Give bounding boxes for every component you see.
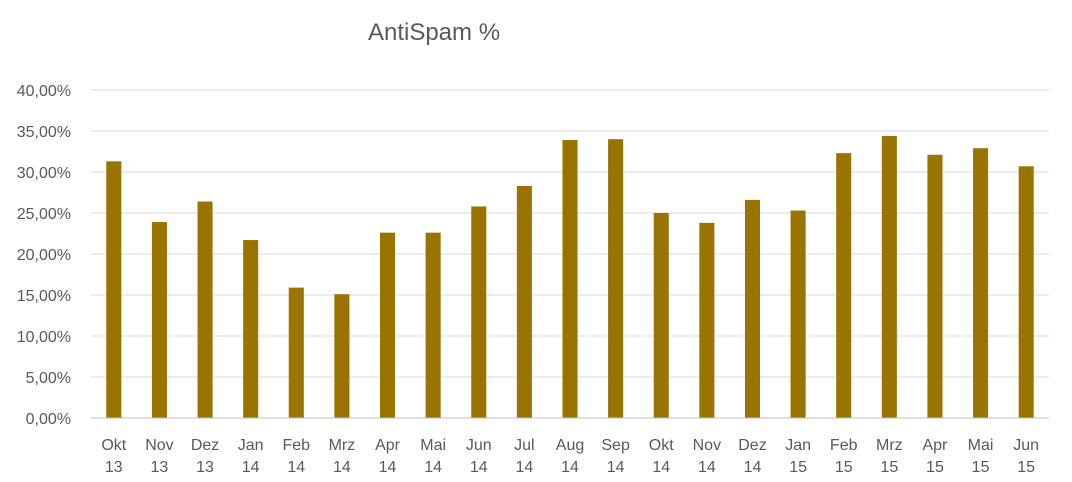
x-tick-label: Apr 15 — [922, 437, 948, 476]
bar — [881, 135, 897, 419]
x-tick-label: Feb 15 — [830, 437, 858, 476]
x-tick-label: Mai 14 — [420, 437, 446, 476]
bar — [197, 201, 213, 418]
x-tick-label: Jul 14 — [514, 437, 534, 476]
x-tick-label: Okt 13 — [101, 437, 126, 476]
y-axis-ticks: 0,00% 5,00% 10,00% 15,00% 20,00% 25,00% 30,00%… — [17, 83, 71, 428]
y-tick-label: 30,00% — [17, 165, 71, 182]
x-tick-label: Nov 13 — [145, 437, 173, 476]
bar — [927, 154, 943, 418]
bar — [790, 210, 806, 418]
x-tick-label: Mrz 14 — [329, 437, 356, 476]
x-tick-label: Jun 15 — [1013, 437, 1039, 476]
x-tick-label: Apr 14 — [375, 437, 401, 476]
bar — [836, 153, 852, 418]
bar — [334, 294, 350, 418]
bar — [106, 161, 122, 418]
y-tick-label: 35,00% — [17, 124, 71, 141]
x-tick-label: Okt 14 — [649, 437, 674, 476]
x-tick-label: Nov 14 — [693, 437, 721, 476]
bar — [288, 287, 304, 418]
x-tick-label: Jan 15 — [785, 437, 811, 476]
bar — [1018, 166, 1034, 418]
y-tick-label: 20,00% — [17, 247, 71, 264]
x-tick-label: Dez 14 — [738, 437, 766, 476]
y-tick-label: 15,00% — [17, 288, 71, 305]
x-tick-label: Sep 14 — [601, 437, 630, 476]
x-tick-label: Dez 13 — [191, 437, 219, 476]
bar — [516, 185, 532, 418]
y-tick-label: 10,00% — [17, 329, 71, 346]
y-tick-label: 5,00% — [26, 370, 71, 387]
bar — [471, 206, 487, 418]
x-tick-label: Feb 14 — [282, 437, 310, 476]
x-axis-ticks: Okt 13 Nov 13 Dez 13 Jan 14 Feb 14 Mrz 14 Apr 14 Mai 14… — [101, 437, 1039, 476]
x-tick-label: Mrz 15 — [876, 437, 903, 476]
bar — [243, 240, 259, 418]
bar — [744, 199, 761, 418]
bar — [608, 139, 624, 418]
bar — [973, 148, 989, 418]
bar — [151, 222, 167, 418]
x-tick-label: Mai 15 — [968, 437, 994, 476]
bars — [106, 135, 1034, 419]
x-tick-label: Jan 14 — [238, 437, 264, 476]
x-tick-label: Aug 14 — [556, 437, 584, 476]
bar — [379, 232, 396, 418]
bar — [425, 232, 441, 418]
chart-title: AntiSpam % — [368, 19, 500, 46]
y-tick-label: 0,00% — [26, 411, 71, 428]
bar — [653, 213, 669, 418]
bar — [699, 222, 715, 418]
x-tick-label: Jun 14 — [466, 437, 492, 476]
y-tick-label: 25,00% — [17, 206, 71, 223]
bar — [562, 140, 578, 418]
y-tick-label: 40,00% — [17, 83, 71, 100]
